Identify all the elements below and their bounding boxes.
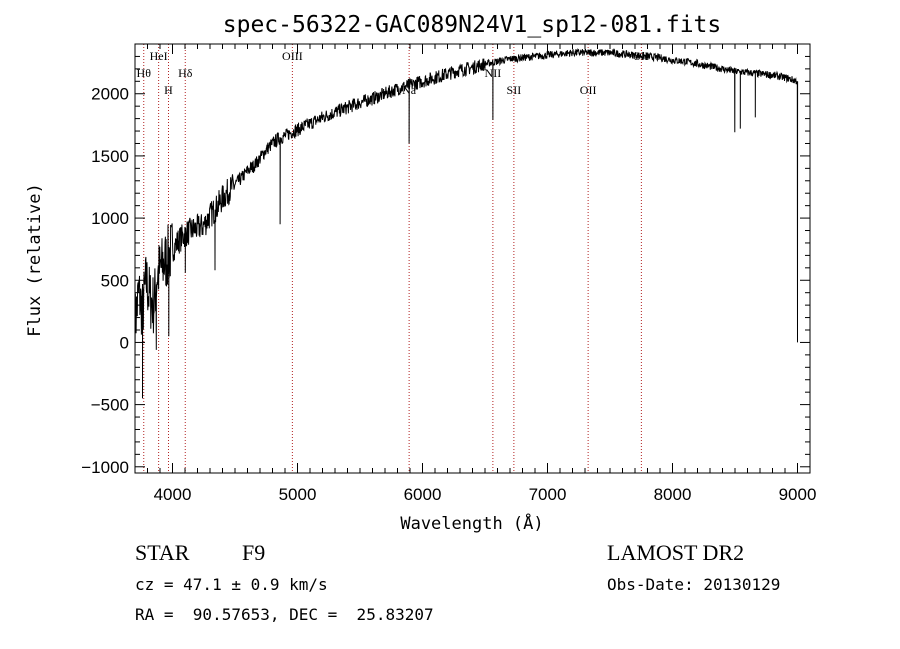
y-tick-label: 1000 [91,209,129,228]
reference-lines [143,44,642,473]
object-class: STAR [135,540,190,565]
y-axis: −1000 −500 0 500 1000 1500 2000 [81,55,810,477]
x-tick-label: 9000 [779,485,817,504]
y-tick-label: −1000 [81,458,129,477]
y-tick-label: 2000 [91,85,129,104]
x-tick-label: 8000 [654,485,692,504]
x-axis-label: Wavelength (Å) [400,512,543,534]
survey-name: LAMOST DR2 [607,540,745,565]
y-tick-label: 1500 [91,147,129,166]
y-tick-label: −500 [91,396,129,415]
y-axis-label: Flux (relative) [25,183,45,337]
reference-line-label: Hδ [178,66,193,80]
spectrum-line [134,48,799,399]
reference-line-label: Hθ [137,66,152,80]
y-tick-label: 0 [120,333,129,352]
x-axis: 4000 5000 6000 7000 8000 9000 [134,44,817,504]
reference-line-label: OIII [282,49,303,63]
x-tick-label: 5000 [279,485,317,504]
y-tick-label: 500 [101,271,129,290]
reference-line-label: SII [634,49,649,63]
observation-date: Obs-Date: 20130129 [607,575,781,594]
plot-frame [134,43,811,474]
x-tick-label: 7000 [529,485,567,504]
reference-line-label: OII [580,83,597,97]
reference-line-label: SII [507,83,522,97]
coordinates-readout: RA = 90.57653, DEC = 25.83207 [135,605,434,624]
x-tick-label: 4000 [154,485,192,504]
chart-title: spec-56322-GAC089N24V1_sp12-081.fits [223,12,722,38]
object-subclass: F9 [242,540,266,565]
x-tick-label: 6000 [404,485,442,504]
reference-line-label: HeI [150,49,168,63]
reference-line-label: H [164,83,173,97]
redshift-readout: cz = 47.1 ± 0.9 km/s [135,575,328,594]
